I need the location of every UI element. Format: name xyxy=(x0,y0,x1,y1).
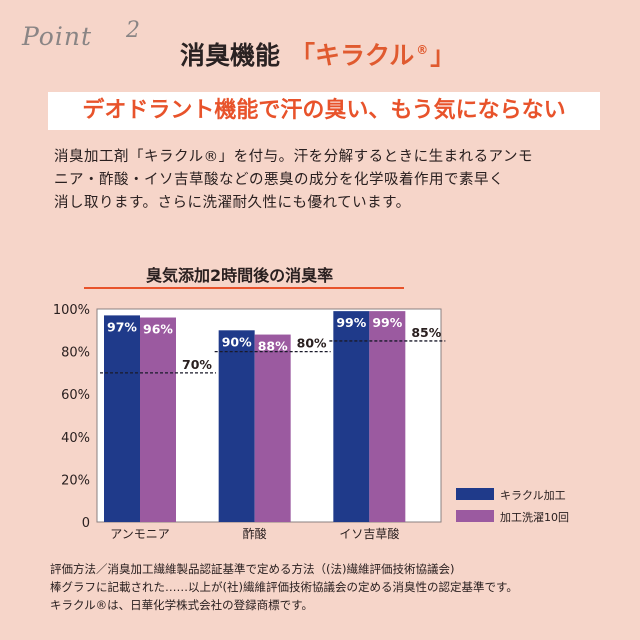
point-label: Point xyxy=(22,22,93,51)
bar xyxy=(104,315,140,522)
bar xyxy=(333,311,370,522)
bar xyxy=(254,334,291,522)
reference-label: 70% xyxy=(182,357,212,372)
chart-title-underline xyxy=(84,287,404,289)
description-line: ニア・酢酸・イソ吉草酸などの悪臭の成分を化学吸着作用で素早く xyxy=(54,172,504,188)
reference-label: 80% xyxy=(297,336,327,351)
category-label: 酢酸 xyxy=(243,526,267,541)
y-tick-label: 20% xyxy=(61,473,90,488)
bar xyxy=(369,311,406,522)
bar xyxy=(218,330,255,522)
description-line: 消し取ります。さらに洗濯耐久性にも優れています。 xyxy=(54,195,411,211)
y-tick-label: 60% xyxy=(61,388,90,403)
y-tick-label: 80% xyxy=(61,346,90,361)
title-accent-open: 「キラクル xyxy=(290,41,415,70)
point-number: 2 xyxy=(126,18,140,43)
legend-swatch xyxy=(456,488,494,500)
bar-value-label: 90% xyxy=(222,334,252,349)
page-title: 消臭機能 xyxy=(180,41,281,70)
legend-swatch xyxy=(456,510,494,522)
footnotes: 評価方法／消臭加工繊維製品認証基準で定める方法（(法)繊維評価技術協議会) 棒グ… xyxy=(50,560,630,614)
footnote: キラクル®は、日華化学株式会社の登録商標です。 xyxy=(50,598,314,612)
registered-mark: ® xyxy=(416,43,429,57)
subtitle-banner: デオドラント機能で汗の臭い、もう気にならない xyxy=(48,92,600,130)
footnote: 棒グラフに記載された……以上が(社)繊維評価技術協議会の定める消臭性の認定基準で… xyxy=(50,580,518,594)
y-tick-label: 100% xyxy=(53,303,90,318)
description: 消臭加工剤「キラクル®」を付与。汗を分解するときに生まれるアンモ ニア・酢酸・イ… xyxy=(54,146,614,215)
bar-value-label: 99% xyxy=(336,315,366,330)
category-label: アンモニア xyxy=(110,527,170,541)
description-line: 消臭加工剤「キラクル®」を付与。汗を分解するときに生まれるアンモ xyxy=(54,149,533,165)
legend-label: キラクル加工 xyxy=(500,489,566,502)
category-label: イソ吉草酸 xyxy=(339,526,399,541)
bar-value-label: 96% xyxy=(143,322,173,337)
chart-title: 臭気添加2時間後の消臭率 xyxy=(146,266,334,285)
y-tick-label: 40% xyxy=(61,431,90,446)
title-accent-close: 」 xyxy=(430,41,456,70)
footnote: 評価方法／消臭加工繊維製品認証基準で定める方法（(法)繊維評価技術協議会) xyxy=(50,562,455,576)
title-accent: 「キラクル ®」 xyxy=(290,36,455,72)
bar-value-label: 97% xyxy=(107,319,137,334)
legend-label: 加工洗濯10回 xyxy=(500,511,569,524)
reference-label: 85% xyxy=(411,325,441,340)
y-tick-label: 0 xyxy=(82,516,90,531)
bar-value-label: 99% xyxy=(372,315,402,330)
bar xyxy=(140,317,176,522)
bar-value-label: 88% xyxy=(258,339,288,354)
